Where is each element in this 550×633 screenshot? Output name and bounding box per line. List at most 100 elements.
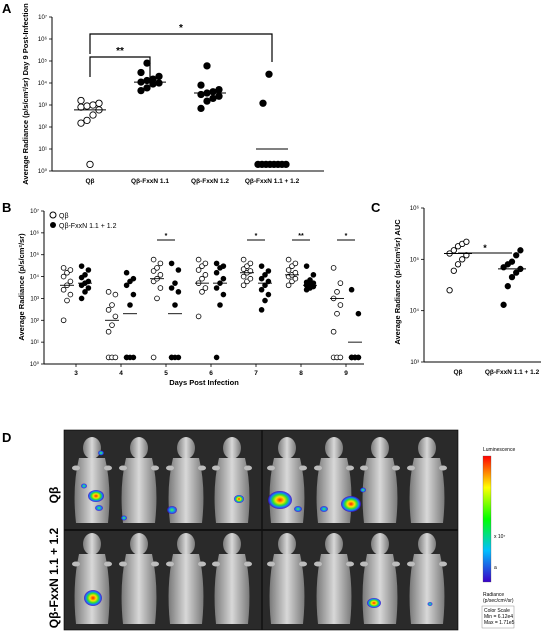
panel-c-category-label: Qβ-FxxN 1.1 + 1.2 <box>485 369 540 376</box>
legend-open-marker <box>49 211 57 219</box>
mouse-head <box>83 437 101 459</box>
mouse-paw <box>314 465 322 471</box>
panel-b-point <box>199 275 205 282</box>
panel-c-y-axis-label: Average Radiance (p/s/cm²/sr) AUC <box>393 219 402 345</box>
panel-b-point <box>85 278 92 285</box>
panel-a-y-tick-label: 10⁰ <box>38 168 48 175</box>
panel-c-point <box>463 238 470 245</box>
panel-a-point <box>143 76 151 85</box>
color-scale-title: Color Scale <box>484 608 510 614</box>
mouse-paw <box>72 561 80 567</box>
panel-a-category-label: Qβ <box>85 178 94 185</box>
mouse-body <box>168 554 204 624</box>
panel-a-category-label: Qβ-FxxN 1.1 <box>131 178 169 185</box>
mouse-head <box>325 533 343 555</box>
mouse-paw <box>166 561 174 567</box>
panel-b-point <box>67 291 74 298</box>
mouse-paw <box>104 465 112 471</box>
panel-a-point <box>203 62 211 70</box>
panel-b-point <box>330 328 337 335</box>
mouse-head <box>371 437 389 459</box>
panel-a-significance-bracket <box>89 56 151 85</box>
panel-b-point <box>258 263 265 269</box>
mouse-head <box>177 533 195 555</box>
panel-b-point <box>60 273 67 280</box>
panel-a-y-tick-label: 10³ <box>38 103 47 109</box>
mouse-silhouette <box>407 533 447 624</box>
mouse-paw <box>392 465 400 471</box>
panel-b-point <box>64 297 70 304</box>
panel-b-point <box>130 354 137 361</box>
panel-a-point <box>143 84 151 92</box>
panel-a-point <box>155 79 163 87</box>
panel-b-point <box>285 282 292 289</box>
color-scale-max: Max = 1.71e5 <box>484 620 515 626</box>
mouse-paw <box>360 561 368 567</box>
mouse-silhouette <box>267 533 307 624</box>
bioluminescence-signal <box>234 495 244 503</box>
panel-b-point <box>292 260 299 267</box>
mouse-body <box>121 554 157 624</box>
panel-b-point <box>175 354 182 361</box>
panel-a-point <box>282 160 290 169</box>
mouse-silhouette <box>166 437 206 523</box>
panel-c-y-tick-label: 10⁵ <box>410 256 420 263</box>
panel-b-point <box>352 354 358 361</box>
mouse-paw <box>119 465 127 471</box>
panel-c-point <box>450 247 457 254</box>
panel-b-x-tick-label: 5 <box>164 370 168 377</box>
panel-a-y-tick-label: 10² <box>38 125 47 131</box>
panel-b-y-axis-label: Average Radiance (p/s/cm²/sr) <box>17 233 26 341</box>
color-scale-box <box>481 605 515 629</box>
panel-b-significance-label: ** <box>298 233 304 240</box>
panel-a-point <box>77 96 85 105</box>
panel-letter-c: C <box>371 200 381 215</box>
mouse-head <box>418 533 436 555</box>
mouse-body <box>168 458 204 523</box>
panel-c-y-tick-label: 10⁶ <box>410 205 420 212</box>
mouse-body <box>269 554 305 624</box>
panel-b-y-tick-label: 10¹ <box>30 340 39 346</box>
panel-b-point <box>258 275 265 282</box>
mouse-paw <box>439 561 447 567</box>
mouse-paw <box>267 561 275 567</box>
panel-b-significance-label: * <box>165 233 168 240</box>
panel-b-point <box>240 282 247 289</box>
panel-b-point <box>105 289 112 295</box>
panel-b-point <box>195 313 202 320</box>
panel-b-point <box>150 256 157 263</box>
panel-b-point <box>195 256 202 263</box>
panel-b-point <box>348 286 355 293</box>
mouse-paw <box>346 465 354 471</box>
mouse-paw <box>244 561 252 567</box>
panel-b-point <box>213 354 220 361</box>
mouse-head <box>325 437 343 459</box>
panel-c-point <box>508 258 516 265</box>
panel-letter-a: A <box>2 1 12 16</box>
panel-a-y-tick-label: 10⁷ <box>38 14 47 21</box>
mouse-paw <box>439 465 447 471</box>
panel-a-point <box>197 90 205 99</box>
panel-b-point <box>265 291 272 298</box>
panel-b-point <box>78 295 85 302</box>
mouse-paw <box>244 465 252 471</box>
panel-a-point <box>143 59 151 67</box>
mouse-paw <box>407 561 415 567</box>
panel-b-point <box>60 317 67 324</box>
imaging-panel: Qβ Qβ-FxxN 1.1 + 1.2 Luminescence x 10⁷ … <box>47 429 515 631</box>
panel-b-point <box>262 272 268 278</box>
panel-c-point <box>504 283 511 290</box>
panel-a-point <box>197 81 205 89</box>
panel-b-point <box>240 266 247 272</box>
mouse-paw <box>346 561 354 567</box>
panel-a-point <box>215 85 223 94</box>
colorbar-tick-label: x 10⁷ <box>494 534 505 540</box>
panel-b-point <box>67 267 74 273</box>
panel-b-significance-label: * <box>255 233 258 240</box>
panel-b-point <box>285 256 292 263</box>
chart-panel-c: Average Radiance (p/s/cm²/sr) AUC 10³ 10⁴… <box>393 205 541 376</box>
panel-b-point <box>67 278 74 285</box>
panel-b-point <box>150 268 157 274</box>
legend-filled-marker <box>50 222 56 228</box>
